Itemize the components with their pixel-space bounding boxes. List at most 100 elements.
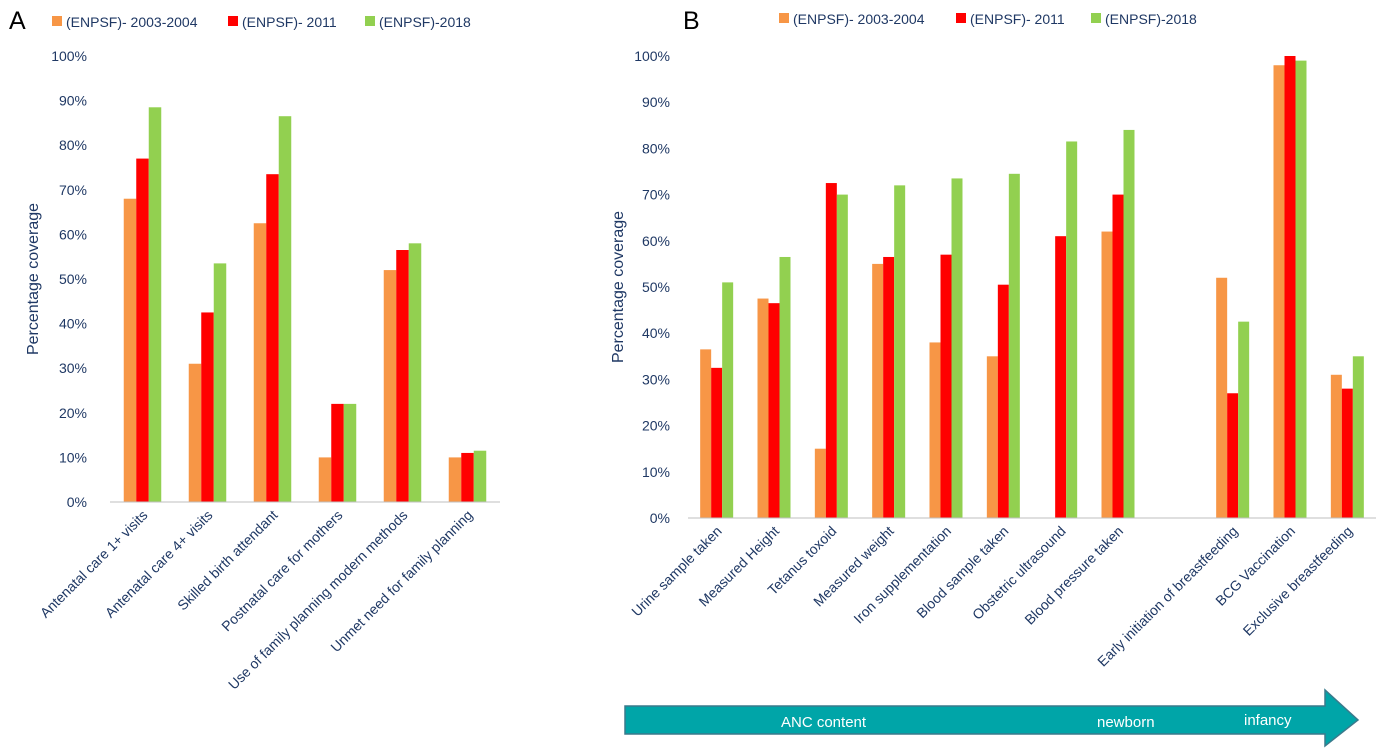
bar-1 <box>929 342 941 518</box>
arrow-label-anc-content: ANC content <box>781 714 867 731</box>
legend-label-2018: (ENPSF)-2018 <box>1105 11 1197 27</box>
y-tick-label: 90% <box>59 93 87 109</box>
legend-swatch-2011 <box>956 13 966 23</box>
y-tick-label: 60% <box>59 226 87 242</box>
y-tick-label: 20% <box>642 418 670 434</box>
y-tick-label: 50% <box>642 279 670 295</box>
bar-3 <box>408 243 422 502</box>
category-label: Blood pressure taken <box>1021 523 1126 628</box>
bar-1 <box>123 198 137 502</box>
bar-1 <box>188 363 202 502</box>
legend-swatch-2003-2004 <box>779 13 789 23</box>
legend-swatch-2003-2004 <box>52 16 62 26</box>
bar-3 <box>148 107 162 502</box>
category-label: Iron supplementation <box>850 523 954 627</box>
bar-3 <box>1123 129 1135 519</box>
bar-3 <box>779 256 791 518</box>
y-tick-label: 10% <box>642 464 670 480</box>
bar-2 <box>201 312 214 502</box>
bar-2 <box>825 183 837 519</box>
bar-2 <box>1112 194 1124 518</box>
y-tick-label: 50% <box>59 271 87 287</box>
bar-2 <box>461 452 474 502</box>
panel-b-letter: B <box>683 7 700 35</box>
panel-a-chart: (ENPSF)- 2003-2004 (ENPSF)- 2011 (ENPSF)… <box>25 14 500 693</box>
bar-1 <box>1216 277 1228 518</box>
panel-b-legend: (ENPSF)- 2003-2004 (ENPSF)- 2011 (ENPSF)… <box>779 11 1197 27</box>
y-tick-label: 30% <box>59 360 87 376</box>
bar-3 <box>1295 60 1307 519</box>
bar-2 <box>266 174 279 502</box>
bar-1 <box>448 457 462 502</box>
category-label: Antenatal care 4+ visits <box>102 507 216 621</box>
bar-1 <box>1330 374 1342 518</box>
bar-3 <box>1352 356 1364 518</box>
bar-1 <box>318 457 332 502</box>
bar-3 <box>894 185 906 519</box>
bar-2 <box>1341 388 1353 518</box>
y-tick-label: 80% <box>59 137 87 153</box>
bar-1 <box>700 349 712 518</box>
y-tick-label: 60% <box>642 233 670 249</box>
bar-2 <box>331 403 344 502</box>
panel-b-y-axis-label: Percentage coverage <box>610 211 627 363</box>
legend-label-2003-2004: (ENPSF)- 2003-2004 <box>793 11 925 27</box>
bar-2 <box>396 250 409 502</box>
bar-2 <box>711 367 723 518</box>
panel-b-chart: (ENPSF)- 2003-2004 (ENPSF)- 2011 (ENPSF)… <box>610 11 1376 748</box>
y-tick-label: 70% <box>59 182 87 198</box>
bar-3 <box>1066 141 1078 518</box>
bar-1 <box>757 298 769 518</box>
bar-3 <box>1238 321 1250 518</box>
legend-swatch-2018 <box>365 16 375 26</box>
y-tick-label: 90% <box>642 94 670 110</box>
bar-2 <box>1055 236 1067 518</box>
bar-3 <box>836 194 848 518</box>
legend-label-2011: (ENPSF)- 2011 <box>970 11 1065 27</box>
bar-3 <box>473 450 487 502</box>
y-tick-label: 70% <box>642 187 670 203</box>
bar-2 <box>768 303 780 518</box>
category-label: Postnatal care for mothers <box>218 507 345 634</box>
y-tick-label: 40% <box>59 316 87 332</box>
y-tick-label: 40% <box>642 325 670 341</box>
bar-3 <box>278 116 292 503</box>
bar-3 <box>343 403 357 502</box>
bar-3 <box>213 263 227 502</box>
y-tick-label: 100% <box>634 48 670 64</box>
panel-a-y-ticks: 0% 10% 20% 30% 40% 50% 60% 70% 80% 90% 100% <box>51 48 87 510</box>
panel-a-bars <box>123 107 487 503</box>
bar-1 <box>986 356 998 518</box>
category-label: Exclusive breastfeeding <box>1240 523 1356 639</box>
panel-b-bars <box>700 56 1364 519</box>
y-tick-label: 30% <box>642 371 670 387</box>
bar-3 <box>951 178 963 518</box>
y-tick-label: 10% <box>59 449 87 465</box>
bar-1 <box>383 270 397 502</box>
category-label: Unmet need for family planning <box>327 507 475 655</box>
bar-1 <box>1273 65 1285 519</box>
legend-label-2003-2004: (ENPSF)- 2003-2004 <box>66 14 198 30</box>
bar-1 <box>814 448 826 518</box>
arrow-label-infancy: infancy <box>1244 712 1292 729</box>
legend-label-2018: (ENPSF)-2018 <box>379 14 471 30</box>
bar-2 <box>136 158 149 502</box>
bar-1 <box>253 223 267 502</box>
panel-a-y-axis-label: Percentage coverage <box>25 203 42 355</box>
panel-a-legend: (ENPSF)- 2003-2004 (ENPSF)- 2011 (ENPSF)… <box>52 14 471 30</box>
y-tick-label: 20% <box>59 405 87 421</box>
bar-3 <box>1008 173 1020 518</box>
bar-2 <box>1284 56 1296 518</box>
bar-2 <box>1227 393 1239 518</box>
legend-swatch-2018 <box>1091 13 1101 23</box>
progression-arrow <box>624 688 1360 748</box>
y-tick-label: 0% <box>650 510 670 526</box>
category-label: Antenatal care 1+ visits <box>37 507 151 621</box>
bar-2 <box>940 254 952 518</box>
y-tick-label: 80% <box>642 140 670 156</box>
bar-2 <box>997 284 1009 518</box>
panel-b-y-ticks: 0% 10% 20% 30% 40% 50% 60% 70% 80% 90% 100% <box>634 48 670 526</box>
